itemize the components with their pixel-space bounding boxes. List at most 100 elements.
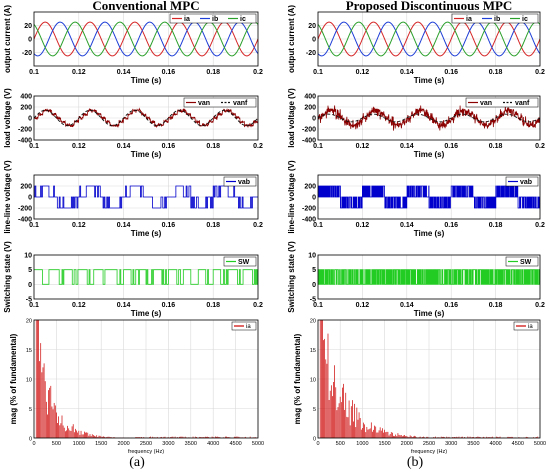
column-title-a: Conventional MPC [92, 0, 199, 13]
plot-panel: 0.1 0.12 0.14 0.16 0.18 0.2 -5 0 5 10 SW Time (s) Sw… [287, 241, 545, 318]
x-tick-label: 0.14 [400, 143, 414, 150]
plot-panel: 0 500 1000 1500 2000 2500 3000 3500 4000 4500 5000… [9, 319, 264, 456]
x-tick-label: 0.14 [400, 222, 414, 229]
y-tick-label: 200 [304, 105, 316, 112]
x-tick-label: 3000 [445, 441, 457, 447]
data-layer [34, 185, 258, 209]
x-tick-label: 1000 [356, 441, 368, 447]
legend-box [451, 13, 539, 24]
x-tick-label: 0.14 [117, 69, 131, 76]
x-tick-label: 0.18 [489, 69, 503, 76]
y-tick-label: 0 [28, 195, 32, 202]
plot-frame [33, 254, 259, 300]
legend-label-SW: SW [238, 259, 250, 266]
y-tick-label: 0 [312, 37, 316, 44]
x-tick-label: 0.2 [535, 222, 545, 229]
y-axis-label: load voltage (V) [287, 88, 296, 148]
x-tick-label: 0.14 [117, 222, 131, 229]
x-tick-label: 0.12 [72, 143, 86, 150]
x-tick-label: 4500 [512, 441, 524, 447]
x-tick-label: 0.1 [313, 143, 323, 150]
x-tick-label: 0.16 [162, 302, 176, 309]
x-tick-label: 0.14 [117, 302, 131, 309]
legend-label-vanf: vanf [515, 100, 530, 107]
series-line-ia [34, 21, 258, 57]
x-tick-label: 500 [336, 441, 345, 447]
x-tick-label: 0.1 [29, 222, 39, 229]
x-tick-label: 3500 [185, 441, 197, 447]
caption-b: (b) [407, 455, 424, 470]
x-tick-label: 0.16 [162, 222, 176, 229]
x-tick-label: 1000 [73, 441, 85, 447]
y-tick-label: -20 [306, 50, 316, 57]
data-layer [318, 185, 540, 209]
x-axis-label: Time (s) [131, 309, 162, 318]
y-axis-label: mag (% of fundamental) [293, 333, 302, 424]
y-tick-label: 5 [313, 407, 316, 413]
x-tick-label: 1500 [95, 441, 107, 447]
legend: van vanf [183, 97, 257, 108]
data-layer [34, 21, 258, 57]
legend-label-vanf: vanf [233, 100, 248, 107]
x-tick-label: 3500 [467, 441, 479, 447]
plot-panel: 0.1 0.12 0.14 0.16 0.18 0.2 -20 0 20 ia ib ic Time (… [3, 5, 263, 85]
x-tick-label: 0 [316, 441, 319, 447]
plot-frame [317, 95, 541, 141]
legend: ia ib ic [451, 13, 539, 24]
y-axis-label: line-line voltage (V) [287, 160, 296, 234]
legend-box [169, 13, 257, 24]
y-tick-label: 5 [28, 267, 32, 274]
y-tick-label: 0 [29, 437, 32, 443]
plot-panel: 0 500 1000 1500 2000 2500 3000 3500 4000 4500 5000… [293, 319, 546, 456]
x-tick-label: 4500 [229, 441, 241, 447]
y-axis-label: Switching state (V) [287, 241, 296, 313]
y-tick-label: 400 [304, 94, 316, 101]
x-tick-label: 2000 [117, 441, 129, 447]
x-tick-label: 2500 [423, 441, 435, 447]
x-tick-label: 0.14 [400, 302, 414, 309]
x-tick-label: 2000 [401, 441, 413, 447]
y-axis-label: mag (% of fundamental) [9, 333, 18, 424]
x-axis-label: Time (s) [414, 229, 445, 238]
x-tick-label: 0.18 [206, 69, 220, 76]
x-tick-label: 0.1 [29, 143, 39, 150]
caption-a: (a) [129, 455, 145, 470]
y-tick-label: 200 [20, 105, 32, 112]
x-tick-label: 4000 [207, 441, 219, 447]
legend: SW [505, 256, 539, 267]
legend-label-SW: SW [520, 259, 532, 266]
x-tick-label: 0.12 [356, 143, 370, 150]
y-tick-label: 10 [310, 378, 316, 384]
plot-frame [317, 11, 541, 67]
plot-frame [33, 319, 259, 439]
x-axis-label: Time (s) [131, 150, 162, 159]
y-tick-label: -400 [18, 138, 32, 145]
series-line-ia [318, 21, 540, 57]
plot-frame [317, 254, 541, 300]
plot-panel: 0.1 0.12 0.14 0.16 0.18 0.2 -20 0 20 ia ib ic Time (… [287, 5, 545, 85]
legend-box [183, 97, 257, 108]
plot-panel: 0.1 0.12 0.14 0.16 0.18 0.2 -400 -200 0 200 vab Tim… [3, 160, 263, 238]
y-tick-label: 0 [312, 116, 316, 123]
y-axis-label: Switching state (V) [3, 241, 12, 313]
y-tick-label: 20 [24, 23, 32, 30]
plot-panel: 0.1 0.12 0.14 0.16 0.18 0.2 -400 -200 0 200 400 van… [3, 88, 263, 159]
legend: ia [513, 321, 539, 331]
series-line-vanf [34, 109, 258, 127]
column-title-b: Proposed Discontinuous MPC [346, 0, 513, 13]
y-tick-label: -200 [18, 206, 32, 213]
legend: van vanf [465, 97, 539, 108]
y-tick-label: 5 [29, 407, 32, 413]
plot-panel: 0.1 0.12 0.14 0.16 0.18 0.2 -400 -200 0 200 400 van… [287, 88, 545, 159]
data-layer [318, 269, 540, 285]
legend-label-van: van [198, 100, 210, 107]
x-axis-label: frequency (Hz) [128, 449, 164, 455]
data-layer [34, 107, 258, 129]
x-tick-label: 3000 [162, 441, 174, 447]
series-line-van [34, 107, 258, 129]
x-tick-label: 500 [52, 441, 61, 447]
legend-box [505, 176, 539, 187]
x-tick-label: 5000 [252, 441, 264, 447]
y-tick-label: 0 [312, 282, 316, 289]
y-tick-label: 10 [24, 253, 32, 260]
